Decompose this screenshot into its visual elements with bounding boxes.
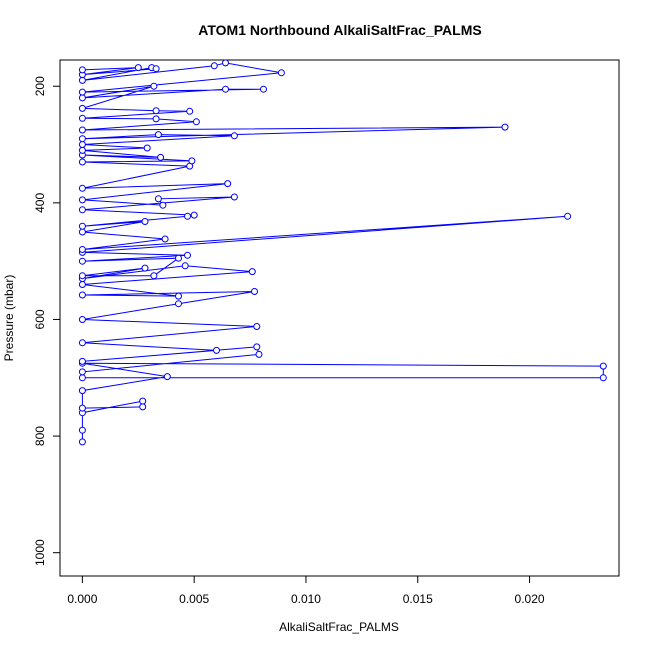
data-point bbox=[78, 206, 86, 214]
data-point bbox=[175, 300, 182, 308]
data-point bbox=[78, 387, 86, 395]
data-point bbox=[163, 373, 171, 381]
data-point bbox=[78, 272, 86, 280]
data-point bbox=[222, 60, 229, 67]
data-point bbox=[599, 362, 607, 370]
data-point bbox=[251, 288, 258, 295]
chart-title: ATOM1 Northbound AlkaliSaltFrac_PALMS bbox=[198, 22, 481, 38]
data-point bbox=[78, 76, 86, 84]
y-axis: 200 400 600 800 1000 bbox=[33, 76, 61, 566]
data-point bbox=[143, 144, 151, 152]
data-point bbox=[139, 403, 147, 411]
data-point bbox=[564, 212, 572, 220]
x-tick-label: 0.005 bbox=[179, 592, 209, 606]
data-point bbox=[78, 126, 86, 134]
data-point bbox=[152, 65, 160, 73]
data-point bbox=[139, 397, 147, 405]
data-point bbox=[78, 404, 86, 412]
data-point bbox=[78, 158, 86, 166]
data-point bbox=[222, 85, 229, 93]
data-point bbox=[159, 201, 167, 209]
data-point bbox=[78, 426, 86, 434]
y-tick-label: 400 bbox=[33, 193, 47, 213]
data-point bbox=[78, 368, 86, 376]
data-point bbox=[210, 62, 218, 70]
data-point bbox=[253, 343, 261, 351]
data-point bbox=[248, 268, 256, 276]
data-point bbox=[224, 180, 232, 188]
data-point bbox=[192, 118, 200, 126]
x-axis-label: AlkaliSaltFrac_PALMS bbox=[279, 620, 399, 634]
data-point bbox=[78, 66, 86, 74]
data-point bbox=[190, 211, 198, 219]
data-point bbox=[78, 438, 86, 446]
data-point bbox=[186, 107, 194, 115]
y-tick-label: 600 bbox=[33, 309, 47, 329]
data-point bbox=[260, 85, 267, 93]
data-point bbox=[78, 339, 86, 347]
y-tick-label: 200 bbox=[33, 76, 47, 96]
data-point bbox=[152, 115, 160, 123]
data-point bbox=[78, 114, 86, 122]
series-line bbox=[81, 62, 604, 442]
data-point bbox=[78, 228, 86, 236]
data-point bbox=[253, 323, 261, 330]
data-point bbox=[501, 123, 509, 131]
x-tick-label: 0.010 bbox=[291, 592, 321, 606]
data-point bbox=[230, 193, 238, 201]
data-point bbox=[152, 107, 160, 115]
y-tick-label: 800 bbox=[33, 426, 47, 446]
y-tick-label: 1000 bbox=[33, 539, 47, 566]
series-layer bbox=[78, 60, 607, 446]
data-point bbox=[78, 291, 86, 299]
data-point bbox=[175, 254, 182, 262]
data-point bbox=[78, 196, 86, 204]
data-point bbox=[230, 132, 238, 140]
data-point bbox=[78, 141, 86, 148]
data-point bbox=[78, 94, 86, 102]
data-point bbox=[175, 292, 182, 300]
x-axis: 0.000 0.005 0.010 0.015 0.020 bbox=[67, 575, 545, 606]
data-point bbox=[599, 374, 607, 382]
data-point bbox=[184, 212, 191, 220]
data-point bbox=[188, 157, 196, 165]
x-tick-label: 0.020 bbox=[515, 592, 545, 606]
data-point bbox=[213, 346, 220, 354]
data-point bbox=[154, 195, 162, 203]
data-point bbox=[78, 146, 86, 154]
data-point bbox=[78, 184, 86, 192]
data-point bbox=[154, 131, 162, 139]
data-point bbox=[157, 153, 165, 161]
data-point bbox=[78, 257, 86, 265]
data-point bbox=[150, 82, 158, 90]
data-point bbox=[78, 357, 86, 365]
data-point bbox=[141, 264, 149, 272]
data-point bbox=[78, 246, 86, 253]
data-point bbox=[181, 262, 189, 270]
data-point bbox=[78, 222, 86, 230]
data-point bbox=[277, 69, 285, 77]
data-point bbox=[141, 218, 149, 225]
data-point bbox=[78, 374, 86, 382]
data-point bbox=[184, 251, 191, 259]
data-point bbox=[78, 281, 86, 288]
data-point bbox=[78, 104, 86, 112]
data-point bbox=[161, 235, 169, 243]
y-axis-label: Pressure (mbar) bbox=[2, 275, 16, 362]
data-point bbox=[78, 135, 86, 143]
data-point bbox=[78, 316, 86, 323]
data-point bbox=[255, 350, 263, 358]
x-tick-label: 0.015 bbox=[403, 592, 433, 606]
data-point bbox=[134, 64, 142, 72]
x-tick-label: 0.000 bbox=[67, 592, 97, 606]
data-point bbox=[78, 88, 86, 96]
data-point bbox=[150, 272, 158, 280]
